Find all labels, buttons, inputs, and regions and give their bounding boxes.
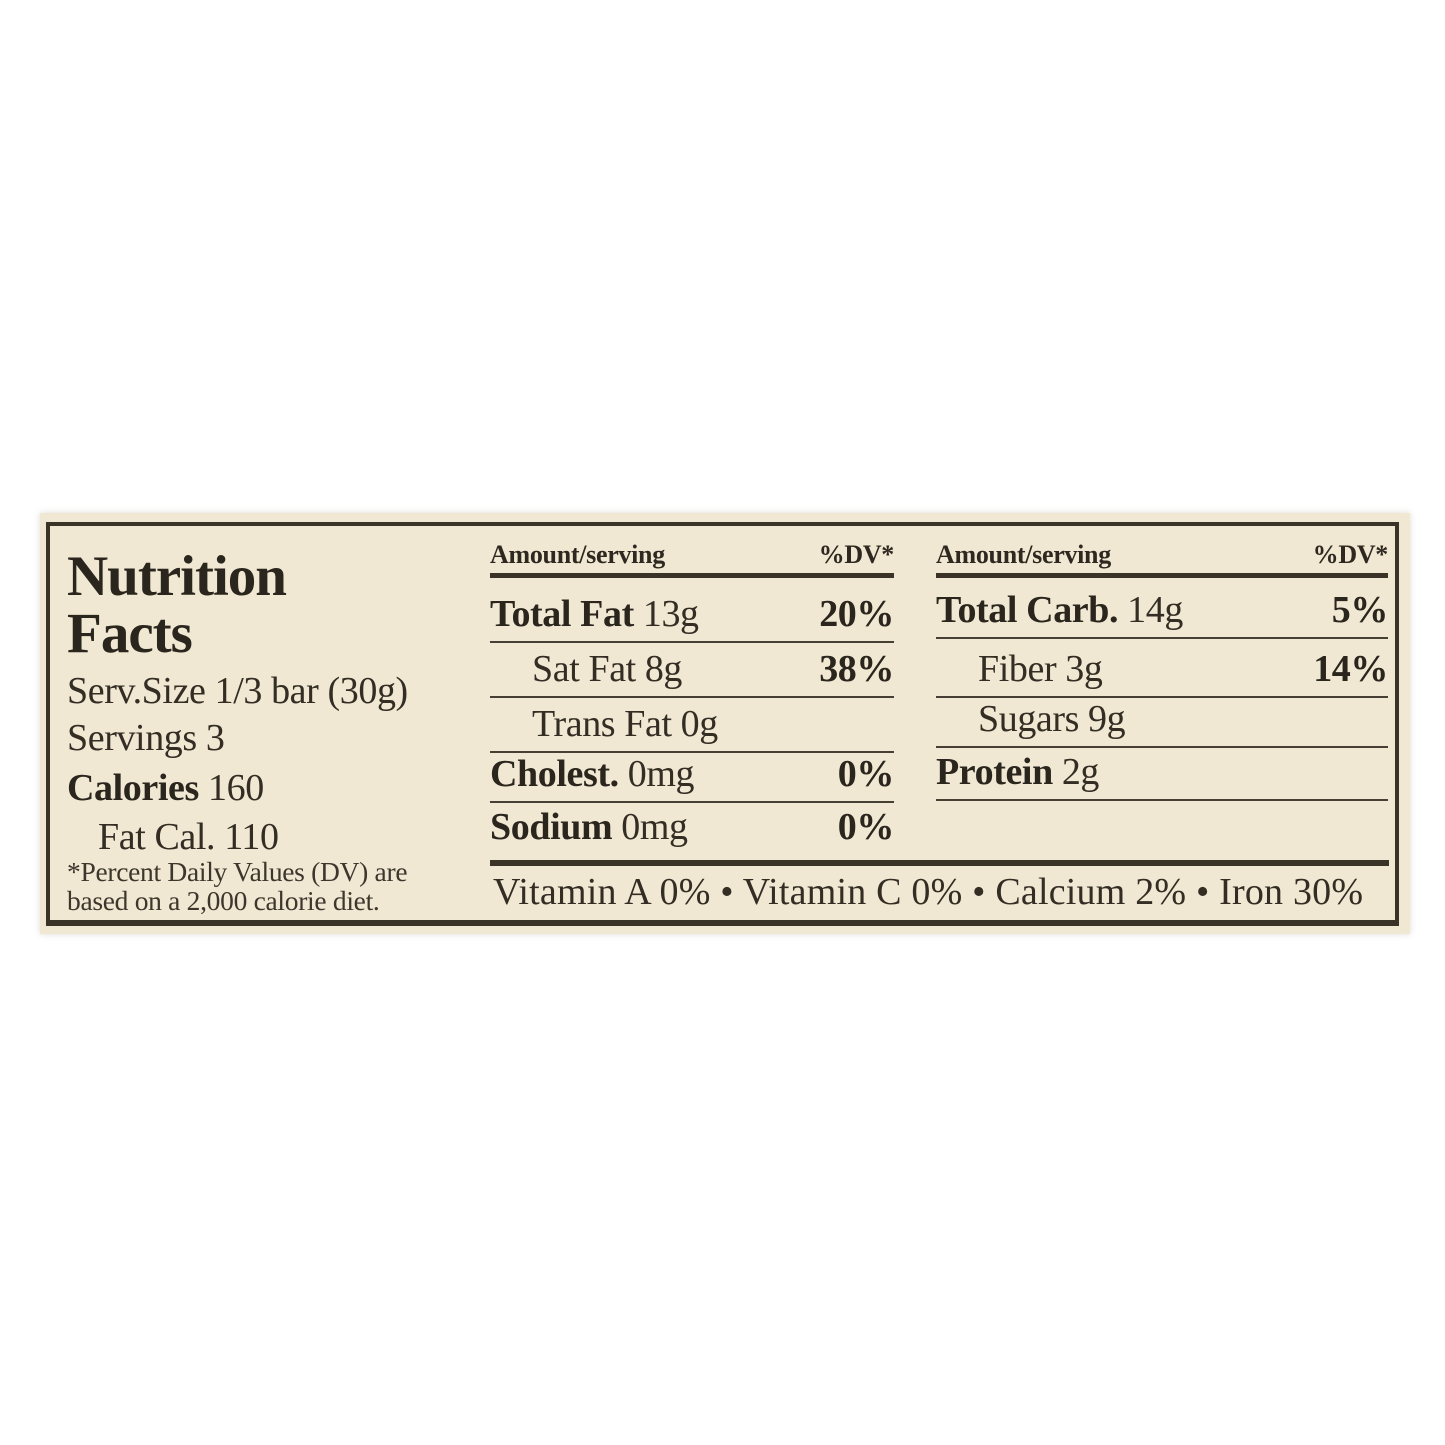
vitamins-separator-rule — [490, 860, 1389, 866]
nutrient-name: Sat Fat — [532, 648, 636, 690]
nutrient-dv: 0% — [837, 753, 895, 795]
servings-text: Servings 3 — [67, 717, 225, 759]
row-sat-fat: Sat Fat 8g 38% — [490, 643, 894, 698]
nutrient-amount: 0mg — [621, 806, 688, 848]
row-trans-fat: Trans Fat 0g — [490, 698, 894, 753]
dv-header: %DV* — [1312, 540, 1389, 569]
nutrient-dv: 20% — [819, 593, 894, 635]
nutrient-amount: 14g — [1127, 589, 1183, 631]
nutrient-name-amount: Protein 2g — [936, 750, 1099, 794]
row-sodium: Sodium 0mg 0% — [490, 803, 894, 854]
nutrient-name-amount: Sat Fat 8g — [490, 647, 682, 691]
vitamins-minerals-line: Vitamin A 0% • Vitamin C 0% • Calcium 2%… — [493, 871, 1364, 913]
calories-line: Calories 160 — [67, 766, 264, 810]
footnote-line-1: *Percent Daily Values (DV) are — [67, 856, 408, 887]
footnote-line-2: based on a 2,000 calorie diet. — [67, 885, 380, 916]
label-middle-column: Amount/serving %DV* Total Fat 13g 20% Sat… — [490, 526, 894, 854]
nutrient-dv: 38% — [819, 648, 894, 690]
nutrient-name-amount: Total Fat 13g — [490, 592, 699, 636]
nutrient-name: Protein — [936, 751, 1053, 793]
nutrient-name: Sodium — [490, 806, 613, 848]
nutrient-name: Sugars — [978, 698, 1080, 740]
title-line-2: Facts — [67, 602, 193, 665]
nutrition-label-content: Nutrition Facts Serv.Size 1/3 bar (30g) … — [50, 526, 1395, 920]
calories-value: 160 — [208, 767, 264, 809]
row-sugars: Sugars 9g — [936, 698, 1388, 748]
nutrition-facts-title: Nutrition Facts — [67, 545, 287, 665]
amount-serving-header: Amount/serving — [936, 540, 1111, 569]
row-fiber: Fiber 3g 14% — [936, 639, 1388, 698]
dv-header: %DV* — [818, 540, 895, 569]
row-total-carb: Total Carb. 14g 5% — [936, 578, 1388, 639]
nutrient-amount: 9g — [1088, 698, 1126, 740]
nutrient-amount: 2g — [1061, 751, 1100, 793]
nutrient-dv: 14% — [1313, 648, 1388, 690]
amount-serving-header: Amount/serving — [490, 540, 665, 569]
calories-label: Calories — [67, 767, 199, 809]
nutrient-name-amount: Cholest. 0mg — [490, 752, 695, 796]
nutrient-name: Cholest. — [490, 753, 619, 795]
nutrient-name: Trans Fat — [532, 703, 672, 745]
fat-calories-text: Fat Cal. 110 — [98, 816, 279, 858]
nutrition-label-photo: Nutrition Facts Serv.Size 1/3 bar (30g) … — [40, 513, 1410, 934]
row-total-fat: Total Fat 13g 20% — [490, 578, 894, 643]
serving-size-text: Serv.Size 1/3 bar (30g) — [67, 670, 408, 712]
nutrient-amount: 3g — [1065, 648, 1103, 690]
nutrient-dv: 0% — [837, 806, 895, 848]
nutrient-dv: 5% — [1331, 589, 1389, 631]
nutrient-amount: 0mg — [627, 753, 695, 795]
label-right-column: Amount/serving %DV* Total Carb. 14g 5% Fi… — [936, 526, 1388, 801]
nutrient-name: Total Fat — [490, 593, 634, 635]
nutrition-label-border-box: Nutrition Facts Serv.Size 1/3 bar (30g) … — [46, 522, 1399, 926]
nutrient-name-amount: Fiber 3g — [936, 647, 1103, 691]
nutrient-name-amount: Total Carb. 14g — [936, 588, 1183, 632]
nutrient-name-amount: Trans Fat 0g — [490, 702, 718, 746]
nutrient-amount: 8g — [644, 648, 683, 690]
title-line-1: Nutrition — [67, 545, 287, 608]
row-protein: Protein 2g — [936, 748, 1388, 801]
nutrient-name: Total Carb. — [936, 589, 1119, 631]
middle-column-header: Amount/serving %DV* — [490, 526, 894, 578]
daily-values-footnote: *Percent Daily Values (DV) are based on … — [67, 856, 408, 916]
nutrient-amount: 13g — [642, 593, 699, 635]
row-cholesterol: Cholest. 0mg 0% — [490, 753, 894, 803]
right-column-header: Amount/serving %DV* — [936, 526, 1388, 578]
nutrient-name: Fiber — [978, 648, 1057, 690]
nutrient-name-amount: Sodium 0mg — [490, 805, 688, 849]
nutrient-name-amount: Sugars 9g — [936, 697, 1126, 741]
nutrient-amount: 0g — [680, 703, 719, 745]
